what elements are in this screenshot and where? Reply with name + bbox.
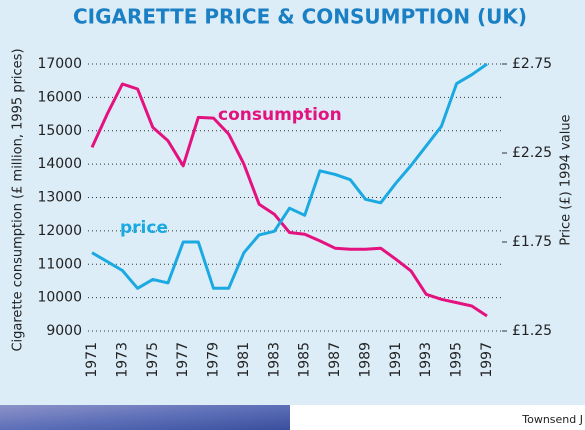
y2-axis-label: Price (£) 1994 value <box>559 114 574 245</box>
y-tick-label: 14000 <box>37 156 82 172</box>
x-tick-label: 1991 <box>388 342 404 378</box>
x-tick-label: 1973 <box>114 342 130 378</box>
chart: Townsend J CIGARETTE PRICE & CONSUMPTION… <box>0 0 585 430</box>
series-label: consumption <box>218 105 342 125</box>
x-tick-label: 1971 <box>84 342 100 378</box>
x-tick-label: 1983 <box>266 342 282 378</box>
x-tick-label: 1995 <box>449 342 465 378</box>
y-tick-label: 17000 <box>37 56 82 72</box>
x-tick-label: 1993 <box>418 342 434 378</box>
photo-strip <box>0 405 290 430</box>
y-tick-label: 15000 <box>37 123 82 139</box>
y2-tick-label: £2.75 <box>512 56 552 72</box>
x-tick-label: 1979 <box>206 342 222 378</box>
y2-tick-label: £2.25 <box>512 145 552 161</box>
y2-tick-label: £1.75 <box>512 234 552 250</box>
y-tick-label: 13000 <box>37 190 82 206</box>
chart-title: CIGARETTE PRICE & CONSUMPTION (UK) <box>73 5 527 29</box>
x-tick-label: 1997 <box>479 342 495 378</box>
y-tick-label: 12000 <box>37 223 82 239</box>
y-tick-label: 9000 <box>46 323 82 339</box>
y-tick-label: 11000 <box>37 256 82 272</box>
x-tick-label: 1981 <box>236 342 252 378</box>
series-label: price <box>120 218 168 238</box>
source: Townsend J <box>521 413 583 426</box>
x-tick-label: 1989 <box>357 342 373 378</box>
x-tick-label: 1977 <box>175 342 191 378</box>
y-tick-label: 10000 <box>37 290 82 306</box>
y2-tick-label: £1.25 <box>512 323 552 339</box>
x-tick-label: 1975 <box>145 342 161 378</box>
y-axis-label: Cigarette consumption (£ million, 1995 p… <box>11 48 26 351</box>
x-tick-label: 1987 <box>327 342 343 378</box>
y-tick-label: 16000 <box>37 89 82 105</box>
x-tick-label: 1985 <box>297 342 313 378</box>
